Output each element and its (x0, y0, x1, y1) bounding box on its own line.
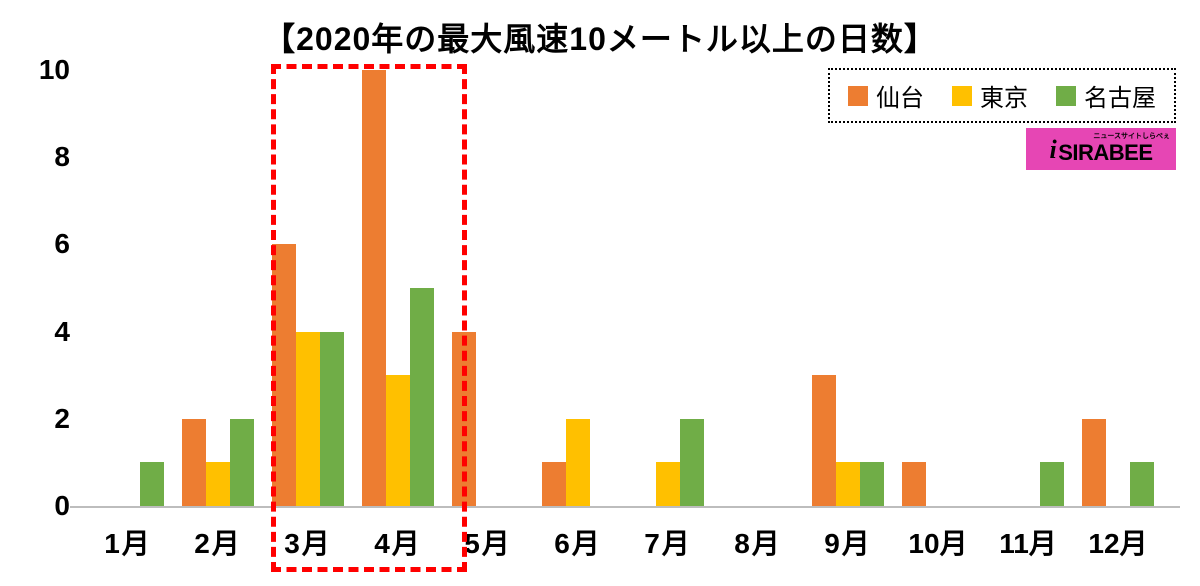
x-tick-label: 10月 (908, 522, 967, 562)
brand-wordmark: iSIRABEE (1049, 137, 1152, 167)
y-tick-label: 2 (22, 403, 70, 435)
x-axis-line (70, 506, 1180, 508)
legend-swatch (952, 86, 972, 106)
legend-label: 仙台 (876, 78, 924, 113)
x-tick-label: 4月 (374, 522, 422, 562)
legend-swatch (1056, 86, 1076, 106)
bar (680, 419, 704, 506)
legend-item: 名古屋 (1056, 78, 1156, 113)
bar (272, 244, 296, 506)
x-tick-label: 3月 (284, 522, 332, 562)
legend-label: 名古屋 (1084, 78, 1156, 113)
bar-chart: 仙台 東京 名古屋 ニュースサイトしらべぇ iSIRABEE 02468101月2月… (80, 70, 1180, 526)
legend-item: 仙台 (848, 78, 924, 113)
bar (1130, 462, 1154, 506)
bar (836, 462, 860, 506)
bar (860, 462, 884, 506)
x-tick-label: 9月 (824, 522, 872, 562)
bar (230, 419, 254, 506)
bar (1040, 462, 1064, 506)
y-tick-label: 6 (22, 228, 70, 260)
x-tick-label: 11月 (999, 522, 1057, 562)
bar (206, 462, 230, 506)
bar (140, 462, 164, 506)
y-tick-label: 0 (22, 490, 70, 522)
bar (542, 462, 566, 506)
x-tick-label: 12月 (1088, 522, 1147, 562)
legend-swatch (848, 86, 868, 106)
bar (386, 375, 410, 506)
x-tick-label: 2月 (194, 522, 242, 562)
y-tick-label: 8 (22, 141, 70, 173)
y-tick-label: 4 (22, 316, 70, 348)
legend-item: 東京 (952, 78, 1028, 113)
x-tick-label: 5月 (464, 522, 512, 562)
x-tick-label: 6月 (554, 522, 602, 562)
brand-logo: ニュースサイトしらべぇ iSIRABEE (1026, 128, 1176, 170)
plot-area: 02468101月2月3月4月5月6月7月8月9月10月11月12月 (80, 70, 1180, 526)
bar (566, 419, 590, 506)
bar (182, 419, 206, 506)
bar (452, 332, 476, 506)
x-tick-label: 8月 (734, 522, 782, 562)
bar (812, 375, 836, 506)
bar (410, 288, 434, 506)
chart-legend: 仙台 東京 名古屋 (828, 68, 1176, 123)
page-title: 【2020年の最大風速10メートル以上の日数】 (0, 0, 1200, 60)
bar (320, 332, 344, 506)
brand-logo-icon: i (1049, 135, 1056, 165)
x-tick-label: 7月 (644, 522, 692, 562)
y-tick-label: 10 (22, 54, 70, 86)
x-tick-label: 1月 (104, 522, 152, 562)
bar (1082, 419, 1106, 506)
bar (362, 70, 386, 506)
bar (656, 462, 680, 506)
bar (296, 332, 320, 506)
legend-label: 東京 (980, 78, 1028, 113)
bar (902, 462, 926, 506)
